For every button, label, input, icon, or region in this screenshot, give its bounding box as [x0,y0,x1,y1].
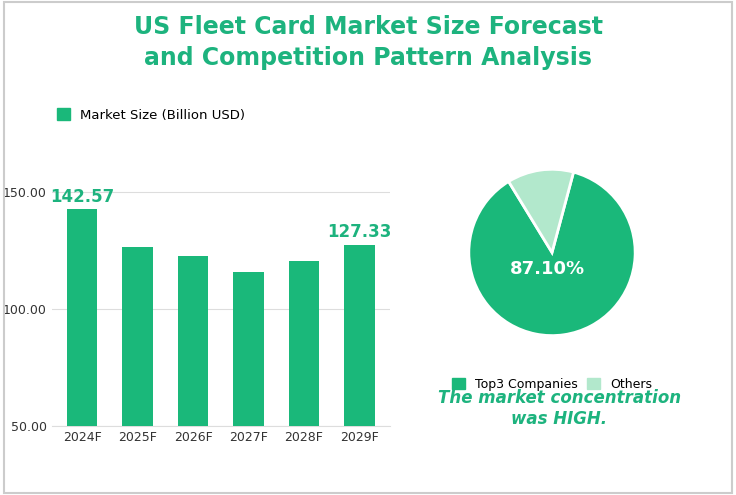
Wedge shape [469,172,635,336]
Bar [344,245,375,495]
Text: Market Size Forecast: Market Size Forecast [96,455,294,473]
Text: US Fleet Card Market Size Forecast
and Competition Pattern Analysis: US Fleet Card Market Size Forecast and C… [133,15,603,69]
Text: 87.10%: 87.10% [510,260,585,278]
Bar [122,247,153,495]
Wedge shape [509,169,573,252]
Legend: Top3 Companies, Others: Top3 Companies, Others [447,373,657,396]
Text: The market concentration
was HIGH.: The market concentration was HIGH. [438,389,681,428]
Text: 142.57: 142.57 [50,188,114,205]
Bar [178,256,208,495]
Text: 127.33: 127.33 [328,223,392,241]
Bar [67,209,97,495]
Text: Competition Pattern in 2023: Competition Pattern in 2023 [420,455,687,473]
Bar [233,272,263,495]
Bar [289,261,319,495]
Legend: Market Size (Billion USD): Market Size (Billion USD) [52,103,251,127]
